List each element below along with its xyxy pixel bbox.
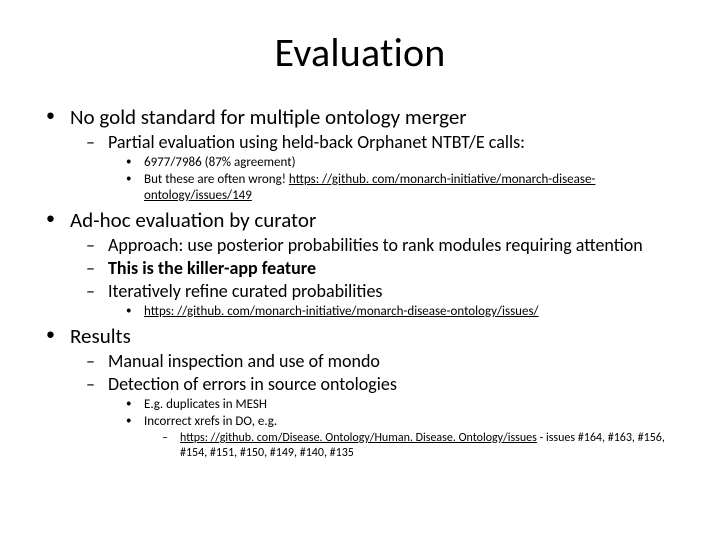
subsub-do-xrefs: Incorrect xrefs in DO, e.g. https: //git… [108,414,690,461]
bullet-results: Results Manual inspection and use of mon… [30,324,690,461]
sub-text: Iteratively refine curated probabilities [108,280,382,302]
sub-manual-inspect: Manual inspection and use of mondo [70,351,690,373]
subsub-monarch-issues: https: //github. com/monarch-initiative/… [108,304,690,320]
sub-approach: Approach: use posterior probabilities to… [70,235,690,257]
link-monarch-issues[interactable]: https: //github. com/monarch-initiative/… [144,304,539,319]
bullet-text: Results [70,323,131,349]
bullet-text: No gold standard for multiple ontology m… [70,104,467,130]
link-do-issues[interactable]: https: //github. com/Disease. Ontology/H… [180,431,537,445]
sub-text: This is the killer-app feature [108,257,316,279]
sub-detection-errors: Detection of errors in source ontologies… [70,374,690,461]
sub-text: Partial evaluation using held-back Orpha… [108,131,525,153]
sub-text: Manual inspection and use of mondo [108,350,380,372]
subsub-mesh-dup: E.g. duplicates in MESH [108,397,690,413]
sub-partial-eval: Partial evaluation using held-back Orpha… [70,132,690,205]
subsub-text: E.g. duplicates in MESH [144,397,267,412]
bullet-adhoc-eval: Ad-hoc evaluation by curator Approach: u… [30,208,690,320]
bullet-list: No gold standard for multiple ontology m… [30,105,690,461]
subsub-text: 6977/7986 (87% agreement) [144,155,296,170]
slide: Evaluation No gold standard for multiple… [0,0,720,540]
subsub-text-pre: But these are often wrong! [144,172,289,187]
page-title: Evaluation [30,28,690,77]
subsub-often-wrong: But these are often wrong! https: //gith… [108,172,690,205]
bullet-text: Ad-hoc evaluation by curator [70,207,316,233]
subsub-text: Incorrect xrefs in DO, e.g. [144,414,277,429]
subsubsub-do-issues: https: //github. com/Disease. Ontology/H… [144,431,690,461]
sub-iterative: Iteratively refine curated probabilities… [70,281,690,320]
sub-text: Approach: use posterior probabilities to… [108,234,643,256]
sub-killer-app: This is the killer-app feature [70,258,690,280]
subsub-agreement: 6977/7986 (87% agreement) [108,155,690,171]
bullet-gold-standard: No gold standard for multiple ontology m… [30,105,690,204]
sub-text: Detection of errors in source ontologies [108,373,397,395]
